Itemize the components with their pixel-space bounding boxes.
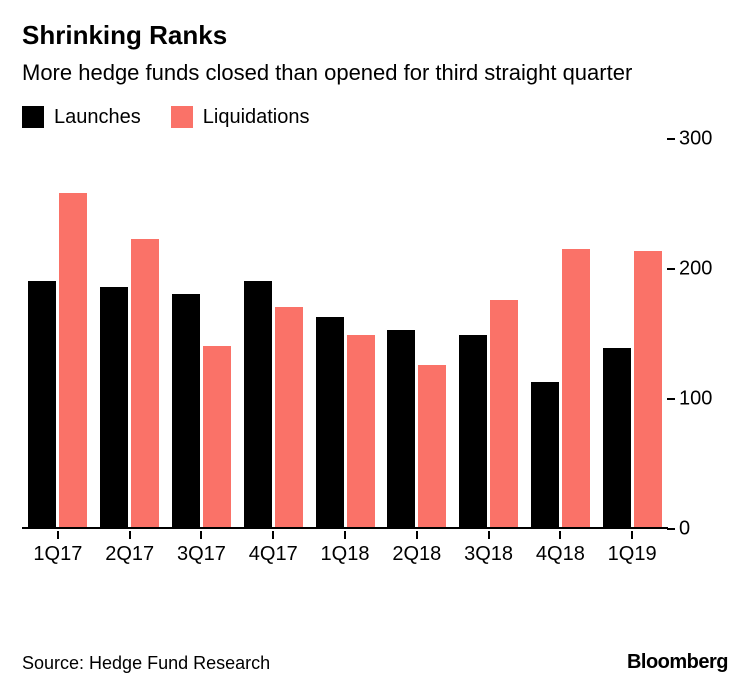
bar (634, 251, 662, 526)
legend: Launches Liquidations (22, 106, 728, 129)
bar-group (22, 139, 94, 527)
x-label-cell: 3Q18 (453, 531, 525, 569)
bar (531, 382, 559, 527)
x-tick-mark (416, 531, 418, 539)
bar (603, 348, 631, 526)
bar (203, 346, 231, 527)
chart-title: Shrinking Ranks (22, 20, 728, 51)
y-tick-mark (667, 528, 675, 530)
y-tick-mark (667, 398, 675, 400)
footer: Source: Hedge Fund Research Bloomberg (22, 651, 728, 674)
x-label-cell: 4Q18 (524, 531, 596, 569)
x-tick-mark (272, 531, 274, 539)
chart-area: 0100200300 1Q172Q173Q174Q171Q182Q183Q184… (22, 139, 728, 569)
x-tick-mark (488, 531, 490, 539)
bar (275, 307, 303, 527)
legend-swatch (22, 106, 44, 128)
x-label-cell: 1Q17 (22, 531, 94, 569)
x-label-cell: 4Q17 (237, 531, 309, 569)
x-label-cell: 2Q17 (94, 531, 166, 569)
y-tick-label: 200 (679, 257, 712, 280)
bar (418, 365, 446, 527)
bar (100, 287, 128, 526)
x-tick-mark (200, 531, 202, 539)
plot-area (22, 139, 668, 529)
y-axis: 0100200300 (673, 139, 728, 529)
x-tick-mark (631, 531, 633, 539)
bar-group (309, 139, 381, 527)
legend-label: Launches (54, 106, 141, 129)
x-tick-mark (129, 531, 131, 539)
bar-group (166, 139, 238, 527)
y-tick-mark (667, 268, 675, 270)
bar (172, 294, 200, 527)
legend-swatch (171, 106, 193, 128)
bar-group (596, 139, 668, 527)
y-tick-label: 0 (679, 517, 690, 540)
y-tick-label: 300 (679, 127, 712, 150)
bar (347, 335, 375, 526)
bars-container (22, 139, 668, 527)
bar (490, 300, 518, 526)
x-axis: 1Q172Q173Q174Q171Q182Q183Q184Q181Q19 (22, 531, 668, 569)
source-text: Source: Hedge Fund Research (22, 653, 270, 674)
bar-group (381, 139, 453, 527)
bar (244, 281, 272, 527)
legend-item-liquidations: Liquidations (171, 106, 310, 129)
legend-label: Liquidations (203, 106, 310, 129)
bar (459, 335, 487, 526)
x-label-cell: 1Q18 (309, 531, 381, 569)
legend-item-launches: Launches (22, 106, 141, 129)
chart-subtitle: More hedge funds closed than opened for … (22, 59, 728, 88)
x-tick-mark (559, 531, 561, 539)
bar-group (237, 139, 309, 527)
bar (131, 239, 159, 526)
x-label-cell: 2Q18 (381, 531, 453, 569)
bar-group (453, 139, 525, 527)
bar (316, 317, 344, 527)
bar (562, 249, 590, 527)
brand-logo: Bloomberg (627, 651, 728, 674)
x-tick-mark (57, 531, 59, 539)
x-label-cell: 3Q17 (166, 531, 238, 569)
y-tick-label: 100 (679, 387, 712, 410)
y-tick-mark (667, 138, 675, 140)
bar-group (94, 139, 166, 527)
bar (59, 193, 87, 527)
x-label-cell: 1Q19 (596, 531, 668, 569)
bar (28, 281, 56, 527)
bar (387, 330, 415, 527)
x-tick-mark (344, 531, 346, 539)
bar-group (524, 139, 596, 527)
